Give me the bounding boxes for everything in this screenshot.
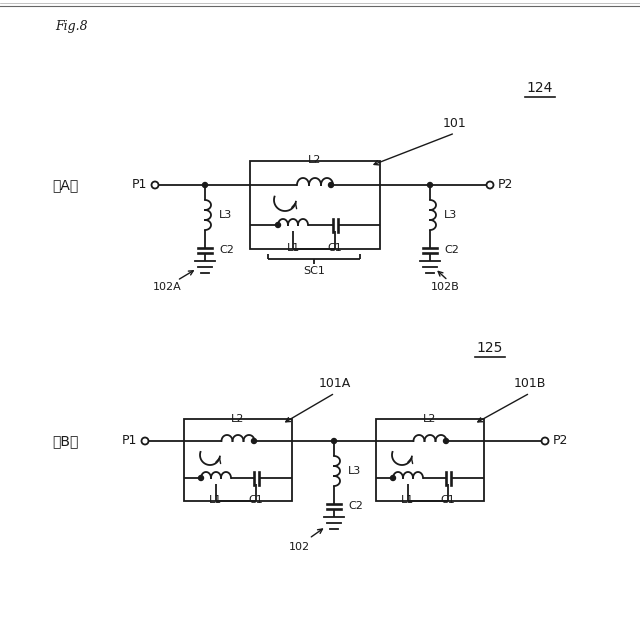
Circle shape (202, 182, 207, 188)
Text: （B）: （B） (52, 434, 78, 448)
Circle shape (332, 439, 337, 444)
Text: Fig.8: Fig.8 (55, 20, 88, 33)
Circle shape (198, 476, 204, 481)
Text: 102B: 102B (431, 282, 460, 292)
Circle shape (275, 222, 280, 228)
Text: 101A: 101A (319, 377, 351, 390)
Text: C2: C2 (348, 501, 363, 511)
Text: L2: L2 (231, 414, 244, 424)
Text: L3: L3 (444, 210, 457, 220)
Text: L1: L1 (286, 243, 300, 253)
Text: 102A: 102A (152, 282, 181, 292)
Text: 124: 124 (527, 81, 553, 95)
Text: L2: L2 (308, 155, 322, 165)
Text: L2: L2 (423, 414, 436, 424)
Text: 125: 125 (477, 341, 503, 355)
Circle shape (328, 182, 333, 188)
Text: C1: C1 (248, 495, 264, 505)
Circle shape (428, 182, 433, 188)
Text: L1: L1 (209, 495, 223, 505)
Text: SC1: SC1 (303, 266, 325, 276)
Text: C2: C2 (444, 245, 459, 255)
Text: 102: 102 (289, 541, 310, 551)
Text: P2: P2 (553, 434, 568, 447)
Text: P1: P1 (132, 179, 147, 191)
Text: L1: L1 (401, 495, 415, 505)
Text: P2: P2 (498, 179, 513, 191)
Text: C1: C1 (328, 243, 342, 253)
Text: L3: L3 (219, 210, 232, 220)
Text: 101B: 101B (514, 377, 546, 390)
Circle shape (444, 439, 449, 444)
Text: L3: L3 (348, 466, 361, 476)
Bar (184, 419, 292, 501)
Text: （A）: （A） (52, 178, 78, 192)
Text: C2: C2 (219, 245, 234, 255)
Circle shape (252, 439, 257, 444)
Bar (376, 419, 484, 501)
Text: 101: 101 (443, 117, 467, 130)
Text: P1: P1 (122, 434, 137, 447)
Text: C1: C1 (440, 495, 456, 505)
Circle shape (390, 476, 396, 481)
Bar (250, 161, 380, 249)
